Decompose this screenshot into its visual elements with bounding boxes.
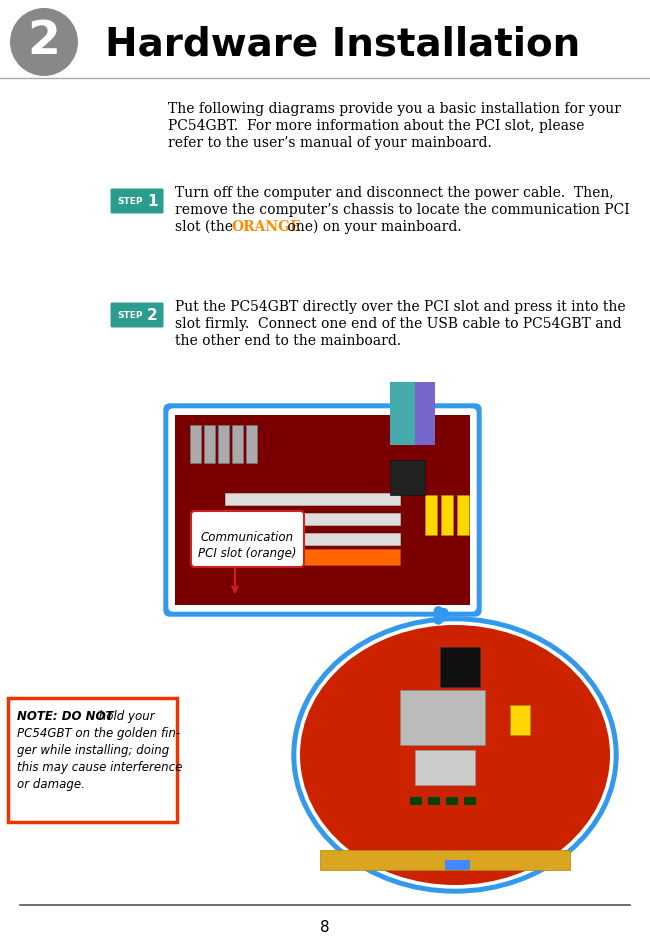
Text: 1: 1 <box>147 194 157 209</box>
Text: Communication: Communication <box>201 531 294 544</box>
Bar <box>425 495 437 535</box>
FancyBboxPatch shape <box>111 303 164 327</box>
Text: this may cause interference: this may cause interference <box>17 761 183 774</box>
FancyBboxPatch shape <box>191 511 304 567</box>
Bar <box>510 705 530 735</box>
Bar <box>457 495 469 535</box>
Text: the other end to the mainboard.: the other end to the mainboard. <box>175 334 401 348</box>
Text: one) on your mainboard.: one) on your mainboard. <box>283 220 462 234</box>
Text: NOTE: DO NOT: NOTE: DO NOT <box>17 710 114 723</box>
Bar <box>225 549 400 565</box>
Bar <box>190 425 201 463</box>
Text: The following diagrams provide you a basic installation for your: The following diagrams provide you a bas… <box>168 102 621 116</box>
Text: STEP: STEP <box>117 196 142 206</box>
Bar <box>225 493 400 505</box>
FancyBboxPatch shape <box>111 189 164 213</box>
Bar <box>415 750 475 785</box>
Bar <box>410 797 422 805</box>
Text: hold your: hold your <box>95 710 155 723</box>
Bar <box>415 382 435 445</box>
Ellipse shape <box>300 625 610 885</box>
Bar <box>464 797 476 805</box>
Bar <box>445 860 470 870</box>
Text: PC54GBT.  For more information about the PCI slot, please: PC54GBT. For more information about the … <box>168 119 584 133</box>
Text: Turn off the computer and disconnect the power cable.  Then,: Turn off the computer and disconnect the… <box>175 186 614 200</box>
Bar <box>428 797 440 805</box>
FancyBboxPatch shape <box>169 409 476 611</box>
Bar <box>446 797 458 805</box>
Text: Put the PC54GBT directly over the PCI slot and press it into the: Put the PC54GBT directly over the PCI sl… <box>175 300 625 314</box>
Bar <box>390 382 420 445</box>
Text: PCI slot (orange): PCI slot (orange) <box>198 547 297 560</box>
Ellipse shape <box>10 8 78 76</box>
Text: remove the computer’s chassis to locate the communication PCI: remove the computer’s chassis to locate … <box>175 203 630 217</box>
Bar <box>400 690 485 745</box>
Text: 2: 2 <box>27 20 60 65</box>
Text: Hardware Installation: Hardware Installation <box>105 25 580 63</box>
Text: PC54GBT on the golden fin-: PC54GBT on the golden fin- <box>17 727 180 740</box>
Text: slot firmly.  Connect one end of the USB cable to PC54GBT and: slot firmly. Connect one end of the USB … <box>175 317 621 331</box>
Text: refer to the user’s manual of your mainboard.: refer to the user’s manual of your mainb… <box>168 136 492 150</box>
Text: slot (the: slot (the <box>175 220 237 234</box>
Bar <box>320 850 570 870</box>
Text: 8: 8 <box>320 920 330 935</box>
Bar <box>175 415 470 605</box>
FancyBboxPatch shape <box>8 698 177 822</box>
Bar <box>225 533 400 545</box>
Bar <box>440 647 480 687</box>
Ellipse shape <box>297 622 613 888</box>
Text: ger while installing; doing: ger while installing; doing <box>17 744 169 757</box>
Bar <box>218 425 229 463</box>
FancyBboxPatch shape <box>164 404 481 616</box>
Text: 2: 2 <box>147 307 158 322</box>
Text: STEP: STEP <box>117 310 142 320</box>
Bar <box>441 495 453 535</box>
Text: ORANGE: ORANGE <box>231 220 300 234</box>
Text: or damage.: or damage. <box>17 778 85 791</box>
Bar <box>246 425 257 463</box>
Bar <box>225 513 400 525</box>
Bar <box>390 460 425 495</box>
Ellipse shape <box>292 617 618 893</box>
Bar <box>204 425 215 463</box>
Bar <box>232 425 243 463</box>
